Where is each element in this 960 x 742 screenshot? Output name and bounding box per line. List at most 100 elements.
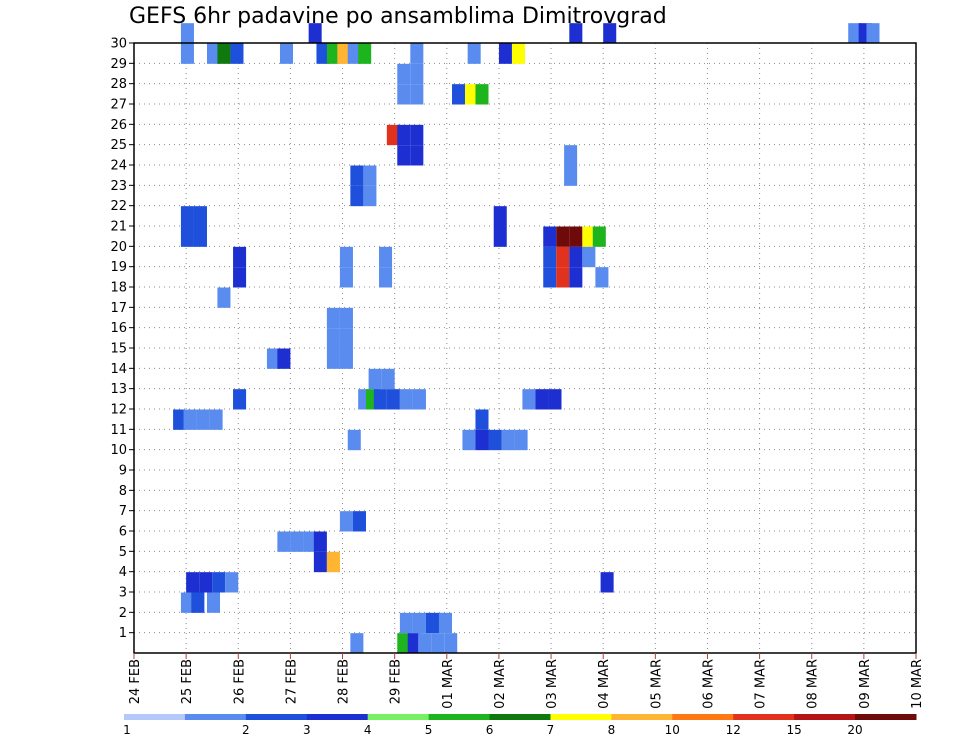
precip-cell — [548, 389, 562, 410]
legend-swatch — [306, 714, 369, 720]
precip-cell — [373, 389, 387, 410]
precip-cell — [498, 43, 512, 64]
legend-label: 5 — [425, 723, 433, 737]
x-tick-label: 08 MAR — [806, 659, 821, 709]
precip-cell — [600, 572, 614, 593]
precip-cell — [339, 328, 353, 349]
precip-cell — [381, 368, 395, 390]
precip-cell — [501, 429, 515, 451]
x-tick-label: 01 MAR — [441, 659, 456, 709]
y-tick-label: 3 — [119, 586, 127, 601]
precip-cell — [183, 409, 197, 430]
precip-cell — [564, 145, 578, 166]
precip-cell — [410, 124, 424, 146]
x-tick-label: 25 FEB — [180, 659, 195, 704]
precip-cell — [493, 206, 507, 227]
y-tick-label: 11 — [110, 423, 127, 438]
y-tick-label: 30 — [110, 37, 127, 52]
precip-cell — [397, 124, 411, 146]
x-tick-label: 26 FEB — [232, 659, 247, 704]
y-tick-label: 24 — [110, 159, 127, 174]
precip-cell — [397, 84, 411, 105]
legend-swatch — [367, 714, 430, 720]
x-tick-label: 24 FEB — [128, 659, 143, 704]
y-tick-label: 20 — [110, 240, 127, 255]
precip-cell — [410, 84, 424, 105]
precip-cell — [399, 389, 413, 410]
precip-cell — [191, 592, 205, 613]
legend-label: 1 — [123, 723, 131, 737]
precip-cell — [347, 429, 361, 451]
precip-cell — [180, 23, 194, 44]
precip-cell — [462, 429, 476, 451]
y-tick-label: 4 — [119, 565, 127, 580]
legend-label: 3 — [303, 723, 311, 737]
y-tick-label: 10 — [110, 443, 127, 458]
y-tick-label: 28 — [110, 77, 127, 92]
precip-cell — [326, 43, 340, 64]
precip-cell — [465, 84, 479, 105]
y-tick-label: 22 — [110, 199, 127, 214]
precip-cell — [556, 226, 570, 247]
precip-cell — [488, 429, 502, 451]
legend-swatch — [733, 714, 795, 720]
precip-cell — [475, 409, 489, 430]
y-tick-label: 27 — [110, 98, 127, 113]
y-tick-label: 15 — [110, 342, 127, 357]
precip-cell — [217, 43, 231, 64]
precip-cell — [543, 226, 557, 247]
precip-cell — [199, 572, 213, 593]
y-tick-label: 8 — [119, 484, 127, 499]
precip-cell — [595, 267, 609, 288]
x-tick-label: 03 MAR — [545, 659, 560, 709]
legend-label: 4 — [364, 723, 372, 737]
precip-cell — [569, 23, 583, 44]
y-tick-label: 13 — [110, 382, 127, 397]
precip-cell — [326, 307, 340, 329]
precip-cell — [206, 592, 221, 613]
legend-label: 8 — [608, 723, 616, 737]
precip-cell — [212, 572, 226, 593]
legend-label: 15 — [787, 723, 802, 737]
precip-cell — [368, 368, 382, 390]
legend-swatch — [245, 714, 308, 720]
precip-cell — [173, 409, 187, 430]
legend-label: 10 — [665, 723, 680, 737]
x-tick-label: 09 MAR — [858, 659, 873, 709]
precip-cell — [339, 348, 353, 369]
y-tick-label: 14 — [110, 362, 127, 377]
legend-swatch — [855, 714, 917, 720]
precip-cell — [350, 633, 364, 654]
precip-cell — [180, 226, 194, 247]
precip-cell — [582, 226, 596, 247]
y-tick-label: 7 — [119, 504, 127, 519]
precip-cell — [279, 43, 294, 64]
precip-cell — [186, 572, 200, 593]
precip-cell — [535, 389, 549, 410]
precip-cell — [543, 267, 557, 288]
legend-swatch — [428, 714, 491, 720]
precip-cell — [339, 267, 353, 288]
precip-cell — [233, 389, 247, 410]
precip-cell — [452, 84, 466, 105]
precip-cell — [493, 226, 507, 247]
y-tick-label: 19 — [110, 260, 127, 275]
precip-cell — [277, 531, 291, 552]
precip-cell — [347, 43, 361, 64]
legend-label: 6 — [486, 723, 494, 737]
precip-cell — [514, 429, 528, 451]
precip-cell — [303, 531, 317, 552]
precip-cell — [339, 246, 353, 268]
legend-swatch — [489, 714, 551, 720]
precip-cell — [326, 348, 340, 369]
y-tick-label: 23 — [110, 179, 127, 194]
precip-cell — [603, 23, 617, 44]
precip-cell — [316, 43, 330, 64]
precip-cell — [444, 633, 458, 654]
precip-cell — [180, 43, 194, 64]
precip-cell — [407, 633, 421, 654]
legend-swatch — [672, 714, 734, 720]
precip-cell — [543, 246, 557, 268]
precip-cell — [418, 633, 432, 654]
